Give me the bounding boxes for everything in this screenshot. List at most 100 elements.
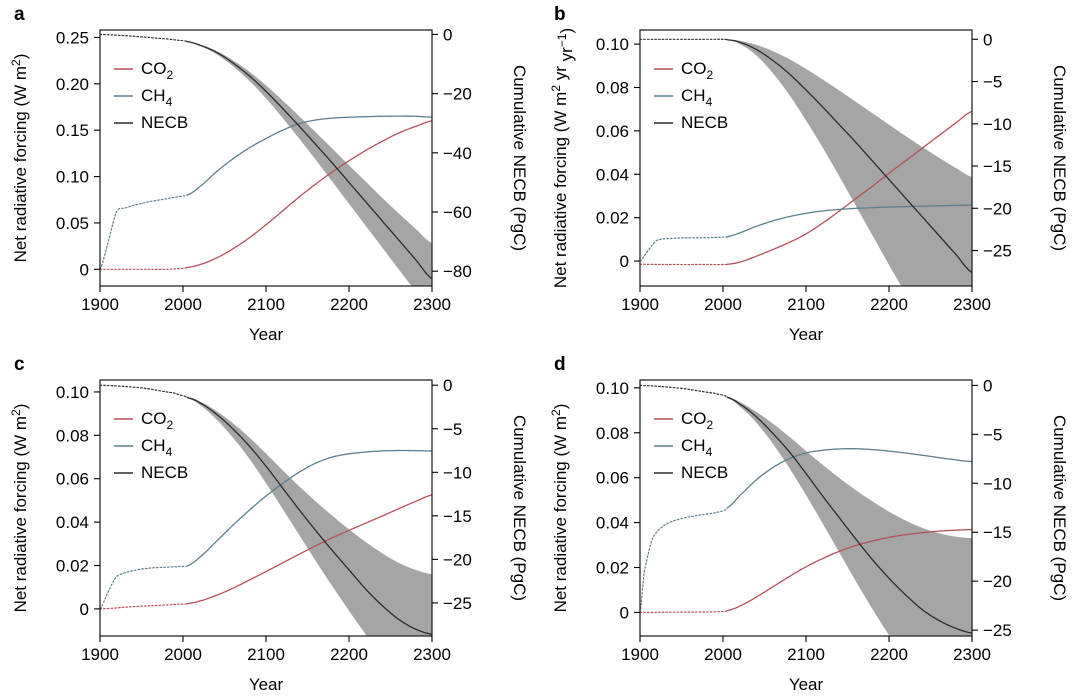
y-tick-label-c-5: 0.10 xyxy=(56,383,89,402)
series-co2-projection-b xyxy=(726,110,972,265)
x-axis-title-d: Year xyxy=(789,675,824,694)
x-tick-label-d-4: 2300 xyxy=(953,645,991,664)
y2-tick-label-c-0: 0 xyxy=(443,376,452,395)
legend-b: CO2 CH4 NECB xyxy=(654,59,728,132)
y2-tick-label-d-0: 0 xyxy=(983,376,992,395)
y-tick-label-c-4: 0.08 xyxy=(56,426,89,445)
series-co2-historical-d xyxy=(640,610,728,614)
x-tick-label-d-1: 2000 xyxy=(704,645,742,664)
x-tick-label-b-2: 2100 xyxy=(787,295,825,314)
y-tick-label-b-5: 0.10 xyxy=(596,35,629,54)
legend-label-ch4-d: CH4 xyxy=(681,436,713,459)
legend-label-co2-b: CO2 xyxy=(681,59,714,82)
x-tick-label-a-3: 2200 xyxy=(330,295,368,314)
x-tick-label-a-1: 2000 xyxy=(164,295,202,314)
y-tick-label-b-1: 0.02 xyxy=(596,209,629,228)
plot-area-d xyxy=(640,384,972,636)
panel-b: b 1900 2000 2100 2200 2300 Year 0 0.02 0.04 0.06 0.… xyxy=(540,0,1080,350)
y2-tick-label-d-2: −10 xyxy=(983,474,1012,493)
x-axis-title-b: Year xyxy=(789,325,824,344)
panel-a: a 1900 2000 2100 2200 2300 Year 0 0.05 0.10 0.15 0.… xyxy=(0,0,540,350)
legend-label-co2-c: CO2 xyxy=(141,409,174,432)
panel-letter-a: a xyxy=(14,4,25,25)
y2-axis-title-c: Cumulative NECB (PgC) xyxy=(510,415,529,601)
y2-tick-label-b-0: 0 xyxy=(983,30,992,49)
series-necb-projection-d xyxy=(726,396,972,634)
y-tick-label-b-2: 0.04 xyxy=(596,165,629,184)
legend-label-ch4-c: CH4 xyxy=(141,436,173,459)
y2-tick-label-a-3: −60 xyxy=(443,203,472,222)
series-necb-historical-c xyxy=(100,384,188,399)
legend-a: CO2 CH4 NECB xyxy=(114,59,188,132)
series-ch4-historical-c xyxy=(100,565,188,610)
panel-letter-b: b xyxy=(554,4,566,25)
series-necb-projection-a xyxy=(186,40,432,279)
y-axis-title-c: Net radiative forcing (W m2) xyxy=(9,404,30,613)
legend-d: CO2 CH4 NECB xyxy=(654,409,728,482)
legend-label-necb-b: NECB xyxy=(681,113,728,132)
x-tick-label-c-0: 1900 xyxy=(81,645,119,664)
x-tick-label-c-1: 2000 xyxy=(164,645,202,664)
panel-letter-d: d xyxy=(554,354,566,375)
y-tick-label-b-0: 0 xyxy=(620,252,629,271)
y-tick-label-a-0: 0 xyxy=(80,260,89,279)
y2-tick-label-a-4: −80 xyxy=(443,262,472,281)
x-tick-label-c-3: 2200 xyxy=(330,645,368,664)
y-tick-label-b-4: 0.08 xyxy=(596,78,629,97)
y2-tick-label-a-0: 0 xyxy=(443,25,452,44)
y2-tick-label-d-1: −5 xyxy=(983,425,1002,444)
series-ch4-historical-d xyxy=(640,507,728,613)
legend-label-ch4-b: CH4 xyxy=(681,86,713,109)
x-tick-label-d-0: 1900 xyxy=(621,645,659,664)
y2-tick-label-b-3: −15 xyxy=(983,157,1012,176)
series-necb-historical-d xyxy=(640,384,728,398)
legend-label-necb-d: NECB xyxy=(681,463,728,482)
y2-tick-label-c-3: −15 xyxy=(443,507,472,526)
y-axis-title-b: Net radiative forcing (W m2 yr yr−1) xyxy=(549,28,576,288)
x-tick-label-d-3: 2200 xyxy=(870,645,908,664)
y-tick-label-d-4: 0.08 xyxy=(596,424,629,443)
y2-axis-title-a: Cumulative NECB (PgC) xyxy=(510,65,529,251)
x-tick-label-a-2: 2100 xyxy=(247,295,285,314)
series-ch4-historical-a xyxy=(100,194,188,270)
legend-label-necb-a: NECB xyxy=(141,113,188,132)
series-co2-historical-a xyxy=(100,266,188,270)
y-tick-label-a-5: 0.25 xyxy=(56,28,89,47)
y-tick-label-a-3: 0.15 xyxy=(56,121,89,140)
x-tick-label-c-4: 2300 xyxy=(413,645,451,664)
y2-tick-label-c-1: −5 xyxy=(443,420,462,439)
y-tick-label-d-5: 0.10 xyxy=(596,379,629,398)
series-necb-historical-a xyxy=(100,33,188,43)
series-co2-historical-c xyxy=(100,603,188,610)
plot-area-c xyxy=(100,384,432,636)
x-tick-label-d-2: 2100 xyxy=(787,645,825,664)
x-tick-label-a-4: 2300 xyxy=(413,295,451,314)
y2-tick-label-c-4: −20 xyxy=(443,550,472,569)
x-axis-title-a: Year xyxy=(249,325,284,344)
legend-label-co2-a: CO2 xyxy=(141,59,174,82)
y-tick-label-a-2: 0.10 xyxy=(56,168,89,187)
y2-tick-label-c-5: −25 xyxy=(443,594,472,613)
series-co2-projection-a xyxy=(186,120,432,269)
y-tick-label-d-2: 0.04 xyxy=(596,514,629,533)
y-tick-label-c-2: 0.04 xyxy=(56,513,89,532)
y-tick-label-a-1: 0.05 xyxy=(56,214,89,233)
series-co2-projection-d xyxy=(726,528,972,612)
x-tick-label-b-4: 2300 xyxy=(953,295,991,314)
uncertainty-band-c xyxy=(187,396,432,636)
legend-label-co2-d: CO2 xyxy=(681,409,714,432)
y-tick-label-c-0: 0 xyxy=(80,600,89,619)
legend-label-ch4-a: CH4 xyxy=(141,86,173,109)
y-tick-label-b-3: 0.06 xyxy=(596,122,629,141)
x-tick-label-b-3: 2200 xyxy=(870,295,908,314)
y-tick-label-c-1: 0.02 xyxy=(56,556,89,575)
y-axis-title-d: Net radiative forcing (W m2) xyxy=(549,404,570,613)
y2-tick-label-b-4: −20 xyxy=(983,199,1012,218)
series-co2-projection-c xyxy=(186,494,432,605)
y2-tick-label-d-5: −25 xyxy=(983,621,1012,640)
y2-tick-label-b-1: −5 xyxy=(983,73,1002,92)
y2-tick-label-d-3: −15 xyxy=(983,523,1012,542)
legend-c: CO2 CH4 NECB xyxy=(114,409,188,482)
y2-tick-label-d-4: −20 xyxy=(983,572,1012,591)
